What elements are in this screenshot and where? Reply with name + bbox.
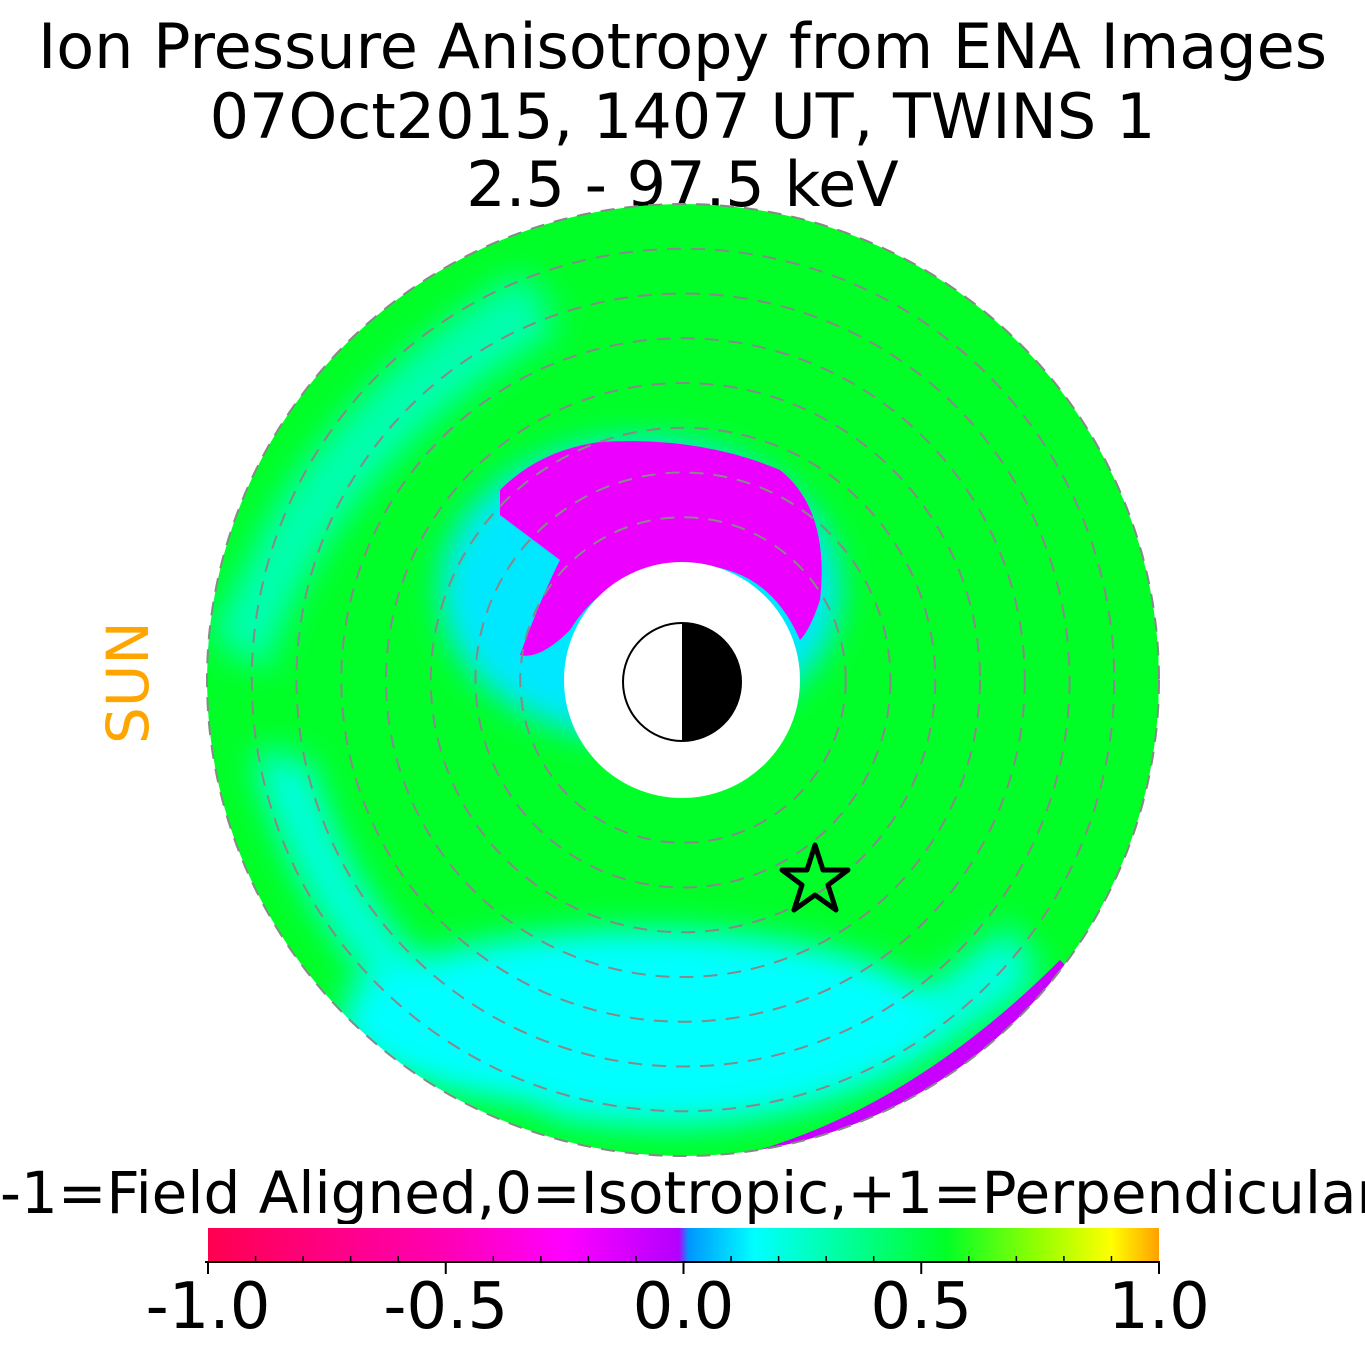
colorbar-minor-ticks [254,1256,1113,1262]
chart-title-line-1: Ion Pressure Anisotropy from ENA Images [37,10,1328,83]
field-aligned-patch-dayside-north [500,441,822,656]
guide-ring [474,471,892,889]
colorbar-tick-label: -1.0 [146,1270,271,1344]
colorbar-gradient [208,1228,1159,1262]
guide-ring [295,292,1071,1068]
guide-ring [206,203,1160,1157]
colorbar-tick-label: 0.5 [870,1270,972,1344]
guide-rings [206,203,1160,1157]
colorbar-ticks: -1.0 -0.5 0.0 0.5 1.0 [146,1262,1210,1344]
guide-ring [385,382,981,978]
guide-ring [429,426,937,934]
colorbar-label: -1=Field Aligned,0=Isotropic,+1=Perpendi… [0,1162,1365,1224]
dawn-dusk-cyan [210,280,560,660]
earth-icon [622,622,742,742]
colorbar-tick-label: -0.5 [383,1270,508,1344]
spacecraft-star-icon [779,842,851,913]
chart-title-line-2: 07Oct2015, 1407 UT, TWINS 1 [209,80,1156,153]
colorbar-tick-label: 1.0 [1108,1270,1210,1344]
guide-ring [519,516,847,844]
guide-ring [250,247,1116,1113]
colorbar-tick-label: 0.0 [633,1270,735,1344]
guide-ring [340,337,1026,1023]
